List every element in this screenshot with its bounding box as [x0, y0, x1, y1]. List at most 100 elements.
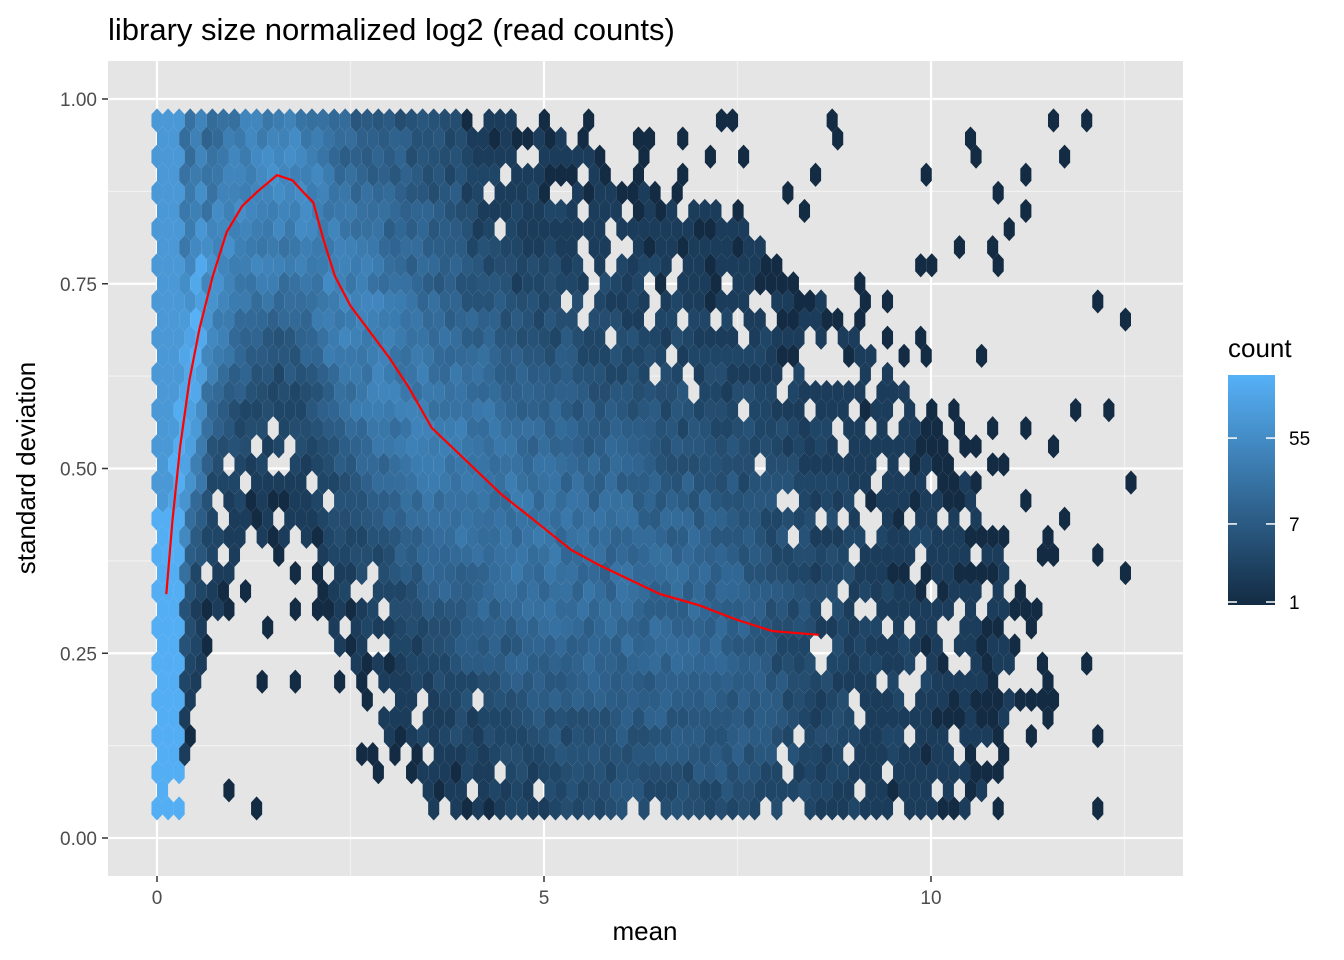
hex-bin: [417, 216, 429, 242]
hex-bin: [738, 796, 750, 821]
hex-bin: [411, 162, 423, 187]
hex-bin: [610, 742, 622, 767]
hex-bin: [522, 669, 534, 694]
hex-bin: [439, 470, 451, 495]
hex-bin: [466, 742, 478, 767]
hex-bin: [179, 560, 191, 586]
hex-bin: [527, 434, 539, 459]
hex-bin: [195, 398, 207, 423]
hex-bin: [699, 235, 711, 260]
hex-bin: [738, 470, 750, 495]
hex-bin: [688, 271, 700, 296]
hex-bin: [987, 633, 999, 658]
hex-bin: [240, 398, 252, 423]
hex-bin: [682, 651, 694, 676]
hex-bin: [821, 307, 833, 332]
hex-bin: [771, 361, 783, 386]
hex-bin: [505, 723, 517, 749]
hex-bin: [577, 742, 589, 767]
hex-bin: [738, 651, 750, 676]
hex-bin: [632, 162, 645, 187]
hex-bin: [843, 633, 855, 658]
hex-bin: [688, 524, 700, 549]
hex-bin: [605, 180, 617, 205]
hex-bin: [267, 343, 279, 368]
hex-bin: [461, 108, 473, 133]
hex-bin: [179, 198, 191, 224]
hex-bin: [223, 416, 235, 441]
hex-bin: [356, 379, 368, 405]
hex-bin: [206, 542, 218, 568]
hex-bin: [760, 542, 772, 568]
hex-bin: [450, 398, 462, 423]
hex-bin: [854, 271, 866, 296]
hex-bin: [715, 434, 728, 459]
hex-bin: [466, 126, 478, 151]
hex-bin: [1009, 597, 1021, 622]
hex-bin: [832, 669, 844, 694]
hex-bin: [367, 343, 379, 368]
hex-bin: [760, 687, 772, 712]
hex-bin: [406, 760, 418, 785]
hex-bin: [477, 307, 490, 332]
hex-bin: [411, 416, 423, 441]
hex-bin: [655, 307, 667, 332]
hex-bin: [566, 597, 578, 622]
hex-bin: [317, 542, 329, 568]
hex-bin: [605, 615, 617, 640]
hex-bin: [505, 325, 517, 350]
hex-bin: [483, 361, 495, 386]
hex-bin: [538, 325, 550, 350]
hex-bin: [334, 452, 346, 477]
hex-bin: [704, 361, 716, 386]
hex-bin: [632, 560, 645, 586]
hex-bin: [870, 687, 882, 712]
hex-bin: [1042, 524, 1054, 549]
hex-bin: [406, 651, 418, 676]
hex-bin: [455, 126, 467, 151]
hex-bin: [516, 723, 528, 749]
hex-bin: [915, 579, 927, 604]
hex-bin: [881, 651, 894, 676]
hex-bin: [234, 524, 246, 549]
hex-bin: [544, 742, 556, 767]
hex-bin: [516, 361, 528, 386]
hex-bin: [466, 669, 478, 694]
hex-bin: [599, 271, 611, 296]
hex-bin: [511, 633, 523, 658]
hex-bin: [909, 524, 921, 549]
hex-bin: [472, 325, 484, 350]
hex-bin: [184, 108, 196, 133]
hex-bin: [345, 488, 357, 513]
hex-bin: [926, 253, 938, 278]
hex-bin: [267, 198, 279, 224]
hex-bin: [328, 542, 340, 568]
hex-bin: [173, 615, 185, 640]
hex-bin: [477, 416, 490, 441]
hex-bin: [832, 778, 844, 803]
hex-bin: [378, 669, 390, 694]
hex-bin: [666, 633, 678, 658]
hex-bin: [837, 651, 849, 676]
hex-bin: [527, 361, 539, 386]
hex-bin: [389, 162, 401, 187]
hex-bin: [815, 760, 827, 785]
hex-bin: [605, 723, 617, 749]
hex-bin: [572, 361, 584, 386]
hex-bin: [810, 524, 822, 549]
hex-bin: [500, 669, 512, 694]
hex-bin: [704, 796, 716, 821]
hex-bin: [444, 524, 456, 549]
hex-bin: [295, 108, 307, 133]
hex-bin: [195, 651, 207, 676]
hex-bin: [992, 723, 1004, 749]
hex-bin: [411, 198, 423, 224]
hex-bin: [527, 289, 539, 314]
hex-bin: [339, 542, 351, 568]
hex-bin: [837, 398, 849, 423]
hex-bin: [948, 398, 960, 423]
hex-bin: [472, 542, 484, 568]
hex-bin: [638, 796, 650, 821]
hex-bin: [621, 778, 633, 803]
hex-bin: [798, 778, 811, 803]
